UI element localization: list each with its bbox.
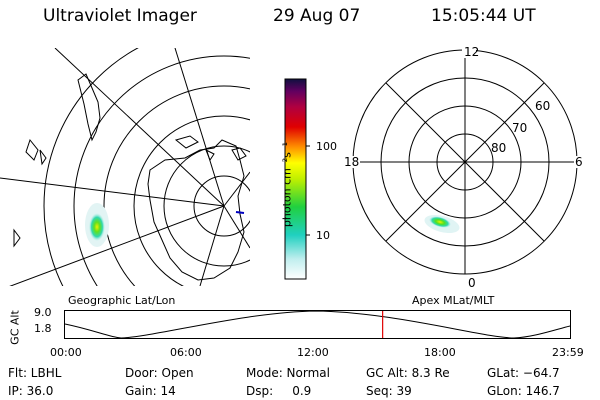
altitude-curve <box>64 310 571 339</box>
meridian-line <box>174 48 225 207</box>
mlat-label-70: 70 <box>512 121 527 135</box>
status-mode: Mode: Normal <box>246 366 330 380</box>
alt-ytick-9: 9.0 <box>34 306 52 319</box>
coastline <box>13 228 21 248</box>
aurora-emission <box>429 216 451 228</box>
subsatellite-marker <box>235 211 245 214</box>
polar-plot: 12 18 6 0 60 70 80 <box>344 45 584 289</box>
alt-ytick-1-8: 1.8 <box>34 322 52 335</box>
meridian-line <box>54 48 225 207</box>
lat-circle <box>103 85 250 286</box>
colorbar <box>284 78 310 280</box>
status-dsp: Dsp: 0.9 <box>246 384 312 398</box>
altitude-plot <box>64 310 571 339</box>
meridian-line <box>0 177 225 207</box>
polar-panel-label: Apex MLat/MLT <box>412 294 495 307</box>
colorbar-scale <box>284 78 307 280</box>
colorbar-unit-label: photon cm⁻²s⁻¹ <box>280 141 294 228</box>
meridian-line <box>223 171 250 207</box>
lat-circle <box>133 115 250 286</box>
lat-circle <box>73 55 250 286</box>
mlt-label-0: 0 <box>468 276 476 289</box>
mlt-label-12: 12 <box>464 45 479 59</box>
alt-xtick-2359: 23:59 <box>552 346 584 359</box>
aurora-emission <box>89 213 105 241</box>
coastline <box>231 147 247 161</box>
coastline <box>77 73 101 142</box>
status-door: Door: Open <box>125 366 194 380</box>
status-gain: Gain: 14 <box>125 384 176 398</box>
lat-circle <box>43 48 139 286</box>
colorbar-tick-100: 100 <box>316 140 337 153</box>
meridian-line <box>223 205 250 249</box>
alt-xtick-0600: 06:00 <box>170 346 202 359</box>
geo-panel-label: Geographic Lat/Lon <box>68 294 176 307</box>
meridian-line <box>199 205 225 286</box>
alt-xtick-1800: 18:00 <box>424 346 456 359</box>
mlat-label-60: 60 <box>535 99 550 113</box>
coastline <box>39 149 47 166</box>
alt-xtick-1200: 12:00 <box>297 346 329 359</box>
status-glon: GLon: 146.7 <box>487 384 560 398</box>
status-gc-alt: GC Alt: 8.3 Re <box>366 366 450 380</box>
instrument-title: Ultraviolet Imager <box>43 6 197 26</box>
status-glat: GLat: −64.7 <box>487 366 560 380</box>
mlt-label-6: 6 <box>575 155 583 169</box>
status-seq: Seq: 39 <box>366 384 412 398</box>
alt-xtick-0000: 00:00 <box>50 346 82 359</box>
coastline <box>205 148 215 162</box>
header-date: 29 Aug 07 <box>273 6 361 26</box>
status-filter: Flt: LBHL <box>8 366 62 380</box>
alt-plot-frame <box>64 310 571 339</box>
alt-ylabel: GC Alt <box>8 310 22 345</box>
coastline <box>25 138 39 161</box>
meridian-line <box>9 205 225 286</box>
coastline <box>174 135 199 149</box>
lat-circle <box>193 175 250 237</box>
mlt-label-18: 18 <box>344 155 359 169</box>
mlt-diagonal <box>385 82 545 242</box>
coastline <box>147 139 245 281</box>
status-ip: IP: 36.0 <box>8 384 54 398</box>
header-time: 15:05:44 UT <box>431 6 536 26</box>
lat-circle <box>163 145 250 267</box>
colorbar-tick-10: 10 <box>316 229 330 242</box>
mlat-label-80: 80 <box>491 141 506 155</box>
